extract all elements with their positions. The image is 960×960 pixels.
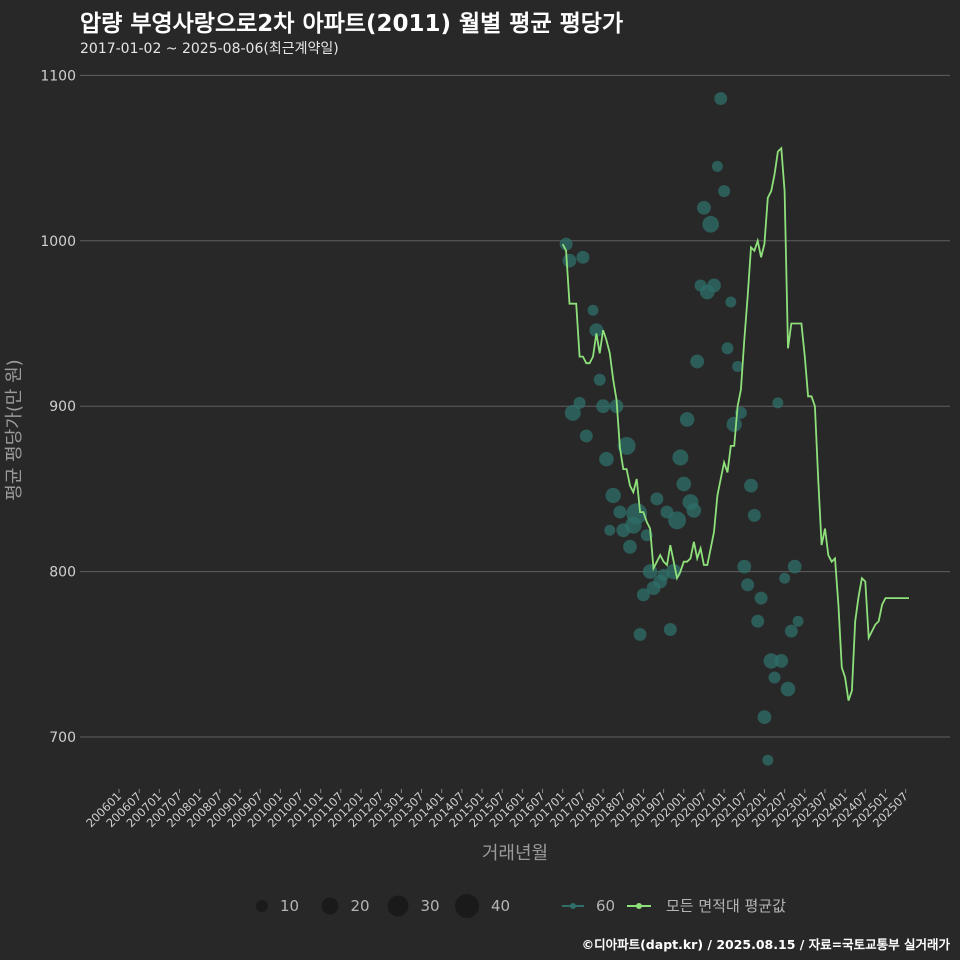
scatter-point <box>633 627 647 641</box>
chart-title: 압량 부영사랑으로2차 아파트(2011) 월별 평균 평당가 <box>80 11 624 37</box>
legend-size-label: 20 <box>351 897 370 915</box>
scatter-point <box>686 503 702 518</box>
scatter-point <box>636 588 650 602</box>
scatter-point <box>714 92 728 106</box>
scatter-point <box>732 361 744 372</box>
legend-size-label: 10 <box>280 897 299 915</box>
scatter-point <box>718 185 731 198</box>
y-axis-title: 평균 평당가(만 원) <box>4 359 25 500</box>
y-tick-label: 800 <box>49 565 76 581</box>
scatter-point <box>663 623 677 636</box>
scatter-point <box>668 511 686 530</box>
scatter-point <box>737 559 752 574</box>
scatter-point <box>605 487 621 504</box>
y-tick-label: 1100 <box>40 68 76 84</box>
scatter-point <box>650 492 664 506</box>
average-line <box>561 146 909 701</box>
scatter-point <box>711 160 723 172</box>
scatter-point <box>741 578 755 592</box>
scatter-point <box>599 451 614 467</box>
legend-size-circle <box>256 900 268 912</box>
scatter-point <box>564 404 581 421</box>
scatter-point <box>676 476 692 492</box>
scatter-points <box>559 92 804 766</box>
scatter-point <box>604 524 616 536</box>
scatter-point <box>697 200 711 215</box>
scatter-point <box>762 754 774 766</box>
scatter-point <box>726 416 742 433</box>
scatter-point <box>747 508 761 522</box>
legend-area-label: 60 <box>596 897 615 915</box>
scatter-point <box>787 559 802 574</box>
scatter-point <box>666 563 682 580</box>
scatter-point <box>768 671 781 684</box>
y-axis-ticks: 700 800 900 1000 1100 <box>40 68 76 746</box>
scatter-point <box>751 614 765 628</box>
scatter-point <box>617 436 636 455</box>
scatter-point <box>707 278 721 293</box>
scatter-point <box>779 572 791 584</box>
y-tick-label: 900 <box>49 399 76 415</box>
source-caption: ©디아파트(dapt.kr) / 2025.08.15 / 자료=국토교통부 실… <box>581 937 950 952</box>
scatter-point <box>679 412 695 427</box>
scatter-point <box>763 653 779 669</box>
scatter-point <box>784 624 798 638</box>
scatter-point <box>780 681 796 697</box>
scatter-point <box>690 354 705 369</box>
scatter-point <box>576 250 590 264</box>
scatter-point <box>702 215 719 233</box>
legend-size-label: 40 <box>491 897 510 915</box>
legend-size-label: 30 <box>421 897 440 915</box>
legend-size-circle <box>455 894 479 918</box>
scatter-point <box>772 397 784 409</box>
scatter-point <box>589 323 604 338</box>
scatter-point <box>587 304 599 316</box>
legend: 10 20 30 40 60 모든 면적대 평균값 <box>256 894 786 918</box>
scatter-point <box>774 654 789 668</box>
scatter-point <box>613 505 627 519</box>
legend-area-dot <box>570 903 576 909</box>
scatter-point <box>573 396 586 409</box>
scatter-point <box>754 591 768 605</box>
x-axis-ticks: 2006012006072007012007072008012008072009… <box>83 789 911 830</box>
scatter-point <box>626 503 648 525</box>
scatter-point <box>721 342 734 355</box>
scatter-point <box>559 237 573 251</box>
scatter-point <box>672 449 689 466</box>
legend-line-dot <box>636 903 642 909</box>
average-line-path <box>561 146 909 701</box>
y-tick-label: 700 <box>49 730 76 746</box>
scatter-point <box>562 253 577 268</box>
scatter-point <box>593 373 606 386</box>
grid-lines <box>80 74 950 738</box>
scatter-point <box>792 615 804 627</box>
legend-size-circle <box>321 897 339 915</box>
scatter-point <box>623 539 637 554</box>
scatter-point <box>744 478 758 493</box>
chart-subtitle: 2017-01-02 ~ 2025-08-06(최근계약일) <box>80 41 339 57</box>
scatter-point <box>757 710 772 725</box>
legend-size-circle <box>387 895 409 917</box>
legend-line-label: 모든 면적대 평균값 <box>666 897 786 915</box>
scatter-point <box>579 429 593 443</box>
y-tick-label: 1000 <box>40 234 76 250</box>
scatter-point <box>596 399 610 414</box>
scatter-point <box>725 296 737 308</box>
x-axis-title: 거래년월 <box>482 843 548 864</box>
